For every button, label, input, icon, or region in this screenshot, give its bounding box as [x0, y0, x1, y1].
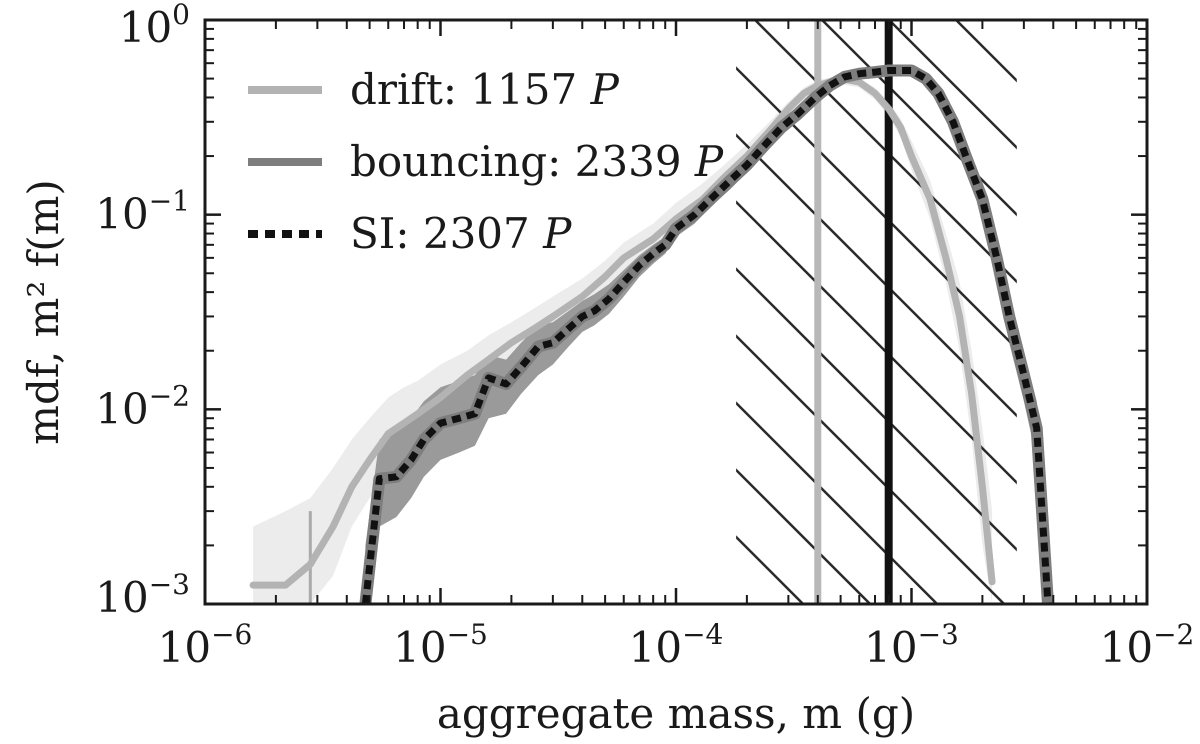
- hatch-line: [736, 133, 1017, 418]
- hatch-line: [736, 200, 1017, 485]
- series-line-0: [249, 75, 996, 589]
- x-tick-label: 10−4: [629, 618, 724, 672]
- legend: drift: 1157 P bouncing: 2339 P SI: 2307 P: [248, 65, 724, 258]
- band-series-0: [253, 75, 993, 604]
- series-line-2: [361, 67, 1052, 604]
- hatch-line: [736, 401, 939, 604]
- x-tick-label: 10−3: [864, 618, 959, 672]
- y-tick-label: 10−2: [95, 379, 190, 433]
- legend-label-0: drift: 1157 P: [350, 65, 620, 114]
- x-tick-label: 10−5: [393, 618, 488, 672]
- hatch-line: [955, 20, 1017, 83]
- y-tick-labels: 10−3 10−2 10−1 100: [95, 0, 190, 622]
- hatched-region: [736, 20, 1200, 604]
- uncertainty-bands: [253, 66, 1048, 604]
- x-axis-label: aggregate mass, m (g): [437, 689, 915, 738]
- y-tick-label: 10−1: [95, 185, 190, 239]
- legend-label-1: bouncing: 2339 P: [350, 137, 724, 186]
- x-tick-label: 10−6: [158, 618, 253, 672]
- hatch-line: [736, 267, 1017, 552]
- hatch-line: [1023, 20, 1200, 604]
- hatch-line: [736, 468, 872, 604]
- y-tick-label: 100: [119, 0, 190, 52]
- y-tick-label: 10−3: [95, 568, 190, 622]
- plot-frame: [203, 18, 1149, 606]
- legend-label-2: SI: 2307 P: [350, 209, 572, 258]
- x-tick-labels: 10−6 10−5 10−4 10−3 10−2: [158, 618, 1195, 672]
- hatch-line: [888, 20, 1017, 150]
- hatch-line: [736, 334, 1006, 604]
- hatch-line: [754, 20, 1017, 284]
- series-lines: [249, 64, 1054, 604]
- hatch-line: [821, 20, 1017, 217]
- x-tick-label: 10−2: [1100, 618, 1195, 672]
- y-axis-label: mdf, m² f(m): [19, 179, 68, 445]
